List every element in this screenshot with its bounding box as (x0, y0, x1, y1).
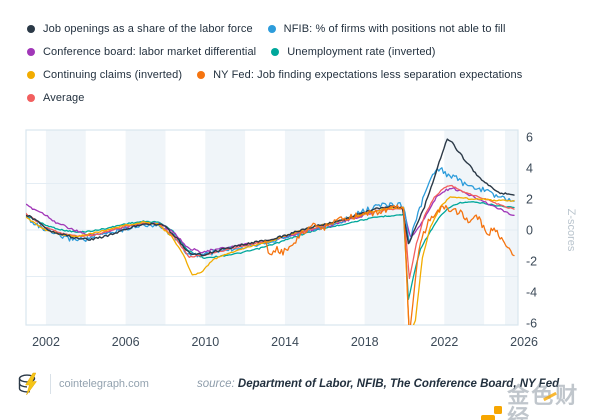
legend-item: NY Fed: Job finding expectations less se… (197, 69, 522, 81)
watermark-accent (543, 391, 558, 402)
series-line (26, 167, 515, 258)
jinse-logo-icon (481, 403, 503, 420)
legend-item: Continuing claims (inverted) (27, 69, 182, 81)
legend-row: Continuing claims (inverted) NY Fed: Job … (27, 63, 587, 86)
series-line (264, 204, 515, 325)
cointelegraph-logo-icon (18, 372, 37, 396)
legend-dot-icon (27, 93, 35, 102)
legend-label: Job openings as a share of the labor for… (43, 22, 253, 35)
y-axis-tick: 0 (526, 224, 533, 238)
legend-dot-icon (27, 47, 35, 56)
legend-dot-icon (197, 70, 206, 79)
legend-label: NY Fed: Job finding expectations less se… (213, 68, 523, 81)
legend-label: NFIB: % of firms with positions not able… (283, 22, 506, 35)
chart-legend: Job openings as a share of the labor for… (27, 17, 587, 109)
series-line (26, 196, 515, 325)
x-axis-tick: 2010 (191, 335, 219, 349)
y-axis-tick: -2 (526, 255, 537, 269)
legend-row: Average (27, 86, 587, 109)
brand: cointelegraph.com (16, 371, 149, 397)
source-label: source: (197, 378, 235, 390)
y-axis-tick: 4 (526, 162, 533, 176)
legend-label: Conference board: labor market different… (43, 45, 257, 58)
source-text: Department of Labor, NFIB, The Conferenc… (237, 378, 560, 390)
brand-url: cointelegraph.com (59, 378, 149, 390)
x-axis-tick: 2006 (112, 335, 140, 349)
legend-label: Continuing claims (inverted) (43, 68, 183, 81)
plot-border (25, 129, 519, 326)
legend-dot-icon (27, 70, 35, 79)
legend-dot-icon (271, 47, 280, 56)
legend-label: Average (43, 91, 85, 104)
y-axis-tick: 2 (526, 193, 533, 207)
legend-item: Job openings as a share of the labor for… (27, 23, 253, 35)
legend-item: Unemployment rate (inverted) (271, 46, 435, 58)
y-axis-label: Z-scores (565, 209, 577, 252)
legend-item: Average (27, 92, 84, 104)
watermark: 金色财经 (481, 385, 600, 420)
legend-row: Job openings as a share of the labor for… (27, 17, 587, 40)
legend-item: NFIB: % of firms with positions not able… (267, 22, 506, 35)
x-axis-tick: 2022 (430, 335, 458, 349)
legend-dot-icon (27, 24, 35, 33)
y-axis-tick: 6 (526, 131, 533, 145)
y-axis-tick: -4 (526, 286, 537, 300)
series-line (26, 138, 515, 257)
legend-label: Unemployment rate (inverted) (287, 45, 436, 58)
legend-dot-icon (267, 24, 276, 33)
series-lines (26, 138, 515, 325)
footer: cointelegraph.com source: Department of … (0, 362, 600, 420)
x-axis-tick: 2014 (271, 335, 299, 349)
brand-divider (50, 374, 51, 394)
watermark-text: 金色财经 (507, 383, 580, 420)
legend-item: Conference board: labor market different… (27, 46, 256, 58)
x-axis-tick: 2018 (351, 335, 379, 349)
y-axis-tick: -6 (526, 317, 537, 331)
series-line (26, 201, 515, 301)
source-line: source: Department of Labor, NFIB, The C… (197, 378, 559, 390)
legend-row: Conference board: labor market different… (27, 40, 587, 63)
year-bands (45, 130, 518, 325)
x-axis-tick: 2002 (32, 335, 60, 349)
x-axis-tick: 2026 (510, 335, 538, 349)
